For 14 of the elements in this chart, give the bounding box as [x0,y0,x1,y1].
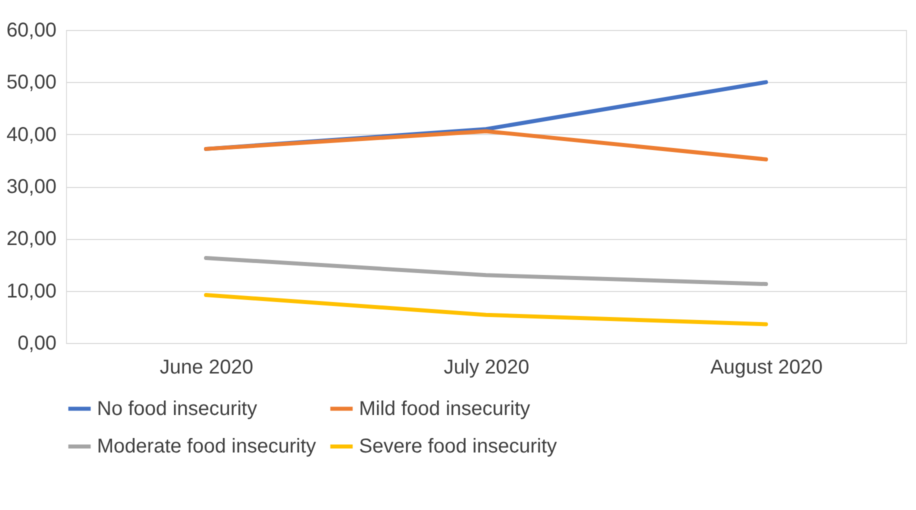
legend-label: Moderate food insecurity [97,436,316,458]
legend-label: Mild food insecurity [359,398,530,420]
x-tick-label: June 2020 [160,356,254,378]
y-tick-label: 30,00 [6,176,56,198]
legend-label: Severe food insecurity [359,436,557,458]
y-tick-label: 60,00 [6,20,56,42]
y-tick-label: 20,00 [6,228,56,250]
y-tick-label: 40,00 [6,124,56,146]
x-tick-label: July 2020 [444,356,530,378]
x-tick-label: August 2020 [710,356,823,378]
y-tick-label: 0,00 [18,332,56,354]
legend-label: No food insecurity [97,398,258,420]
y-tick-label: 10,00 [6,280,56,302]
y-tick-label: 50,00 [6,72,56,94]
